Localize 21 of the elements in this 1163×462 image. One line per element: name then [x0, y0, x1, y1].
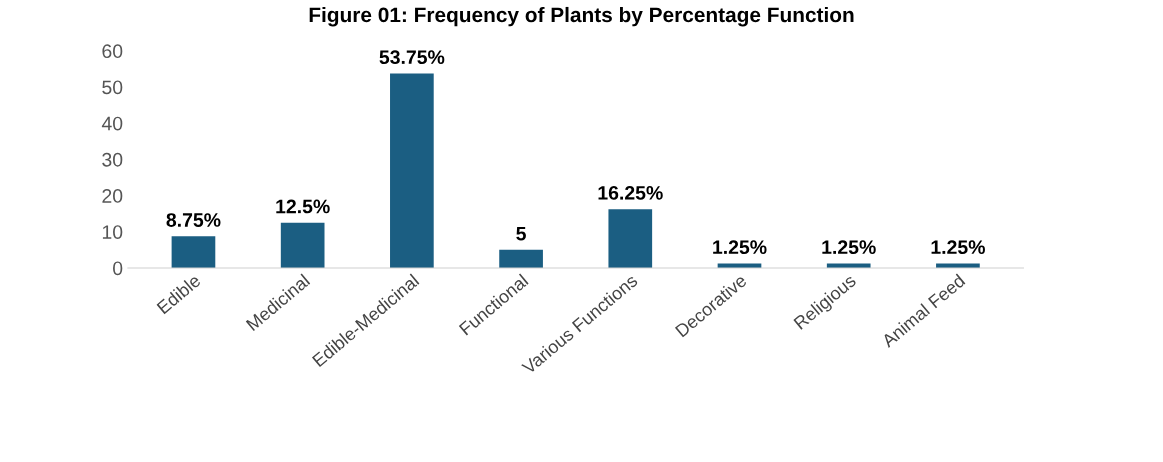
bar — [499, 249, 543, 268]
data-label: 53.75% — [379, 50, 445, 65]
bar — [608, 209, 653, 268]
y-tick-label: 30 — [102, 152, 123, 167]
y-tick-label: 10 — [102, 225, 123, 240]
data-label: 12.5% — [276, 199, 330, 214]
chart-title: Figure 01: Frequency of Plants by Percentage Function — [309, 6, 854, 27]
bar — [390, 73, 434, 268]
data-label: 16.25% — [598, 185, 663, 200]
y-tick-label: 50 — [102, 80, 123, 95]
y-tick-label: 40 — [101, 116, 123, 131]
bar — [280, 222, 325, 268]
data-label: 8.75% — [166, 213, 221, 227]
data-label: 1.25% — [931, 240, 985, 255]
bar — [171, 236, 216, 268]
y-tick-label: 0 — [113, 261, 123, 276]
data-label: 1.25% — [713, 240, 767, 255]
data-label: 5 — [516, 226, 526, 241]
data-label: 1.25% — [822, 240, 876, 255]
y-tick-label: 60 — [102, 44, 123, 59]
y-tick-label: 20 — [102, 189, 123, 203]
